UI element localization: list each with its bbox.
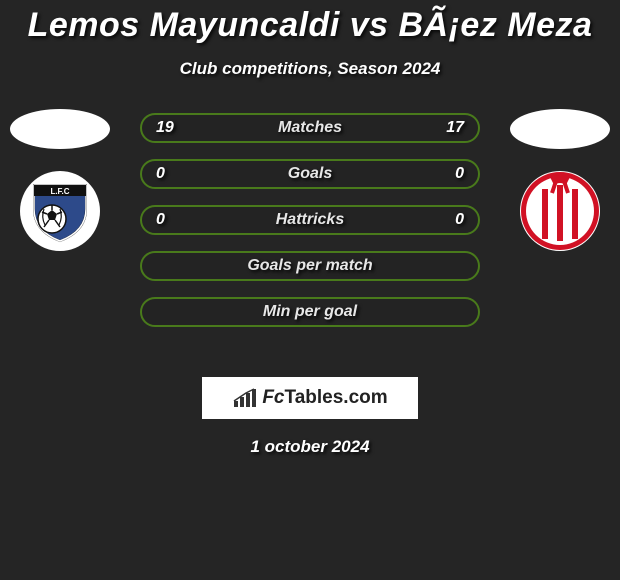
brand-text-fc: Fc xyxy=(262,387,284,408)
svg-text:L.F.C: L.F.C xyxy=(50,187,69,196)
bar-chart-icon xyxy=(232,387,258,409)
stats-list: 19 Matches 17 0 Goals 0 0 Hattricks 0 Go… xyxy=(140,113,480,343)
stat-left-value: 0 xyxy=(156,165,196,183)
stat-row-matches: 19 Matches 17 xyxy=(140,113,480,143)
subtitle: Club competitions, Season 2024 xyxy=(0,59,620,79)
player-right-avatar-placeholder xyxy=(510,109,610,149)
club-badge-left: L.F.C xyxy=(20,171,100,251)
river-plate-badge-icon xyxy=(520,171,600,251)
brand-text: FcTables.com xyxy=(262,387,387,409)
page-title: Lemos Mayuncaldi vs BÃ¡ez Meza xyxy=(0,0,620,45)
stat-right-value: 0 xyxy=(424,165,464,183)
comparison-card: L.F.C xyxy=(0,109,620,369)
stat-row-goals-per-match: Goals per match xyxy=(140,251,480,281)
stat-left-value: 0 xyxy=(156,211,196,229)
brand-watermark: FcTables.com xyxy=(202,377,418,419)
player-left-avatar-placeholder xyxy=(10,109,110,149)
date-text: 1 october 2024 xyxy=(0,437,620,457)
player-right-column xyxy=(500,109,620,251)
stat-row-min-per-goal: Min per goal xyxy=(140,297,480,327)
stat-left-value: 19 xyxy=(156,119,196,137)
stat-label: Goals xyxy=(196,165,424,183)
stat-row-hattricks: 0 Hattricks 0 xyxy=(140,205,480,235)
stat-label: Min per goal xyxy=(196,303,424,321)
stat-label: Hattricks xyxy=(196,211,424,229)
stat-right-value: 0 xyxy=(424,211,464,229)
stat-row-goals: 0 Goals 0 xyxy=(140,159,480,189)
stat-label: Goals per match xyxy=(196,257,424,275)
stat-label: Matches xyxy=(196,119,424,137)
liverpool-fc-badge-icon: L.F.C xyxy=(28,179,92,243)
player-left-column: L.F.C xyxy=(0,109,120,251)
stat-right-value: 17 xyxy=(424,119,464,137)
club-badge-right xyxy=(520,171,600,251)
brand-text-rest: Tables.com xyxy=(285,387,388,408)
